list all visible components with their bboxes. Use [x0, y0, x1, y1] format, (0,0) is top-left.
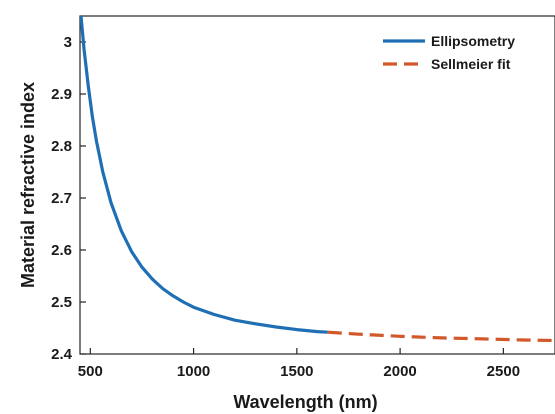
y-axis: 2.4 2.5 2.6 2.7 2.8 2.9 3 — [51, 34, 86, 363]
legend-label: Sellmeier fit — [431, 56, 511, 72]
x-axis: 500 1000 1500 2000 2500 — [78, 348, 520, 380]
y-tick-label: 2.9 — [51, 86, 72, 103]
x-tick-label: 2500 — [487, 363, 520, 380]
plot-area — [79, 15, 555, 355]
x-axis-title: Wavelength (nm) — [233, 392, 377, 412]
x-tick-label: 500 — [78, 363, 103, 380]
series-line-sellmeier-fit — [327, 330, 555, 343]
y-tick-label: 2.7 — [51, 190, 72, 207]
x-tick-label: 2000 — [383, 363, 416, 380]
legend: Ellipsometry Sellmeier fit — [383, 33, 515, 72]
y-axis-title: Material refractive index — [18, 82, 38, 288]
y-tick-label: 2.8 — [51, 138, 72, 155]
series-line-ellipsometry — [80, 16, 328, 334]
x-tick-label: 1500 — [280, 363, 313, 380]
y-tick-label: 3 — [64, 34, 72, 51]
legend-label: Ellipsometry — [431, 33, 515, 49]
x-tick-label: 1000 — [177, 363, 210, 380]
series-layer — [80, 16, 555, 343]
y-tick-label: 2.4 — [51, 346, 73, 363]
y-tick-label: 2.5 — [51, 294, 72, 311]
y-tick-label: 2.6 — [51, 242, 72, 259]
